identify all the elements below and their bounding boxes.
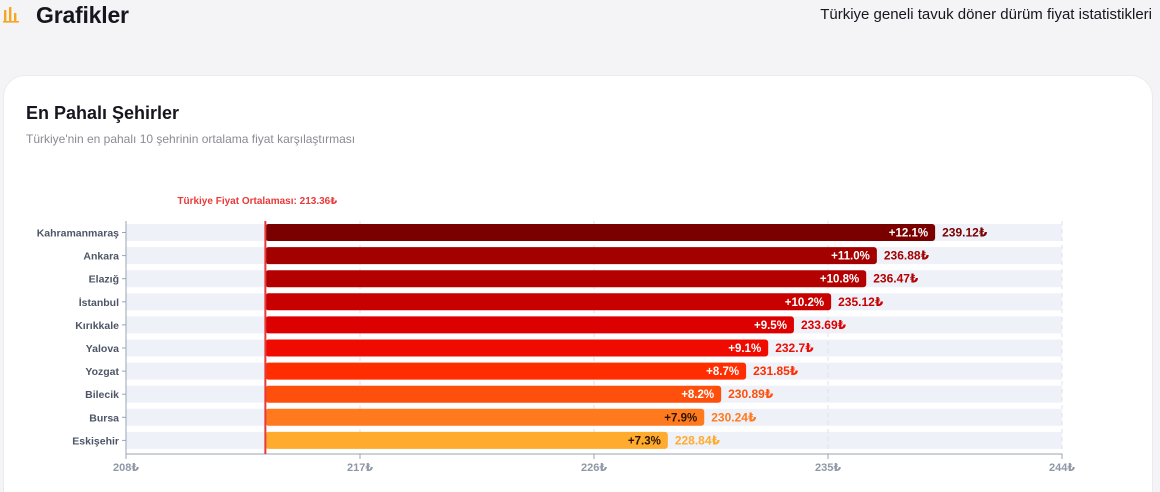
bar xyxy=(265,431,668,449)
bar-diff-label: +7.9% xyxy=(664,412,697,424)
bar-value-label: 230.24₺ xyxy=(711,410,757,424)
bar-value-label: 236.47₺ xyxy=(873,272,919,286)
y-tick-label: Yozgat xyxy=(85,366,119,378)
bar-value-label: 231.85₺ xyxy=(753,364,799,378)
bar-value-label: 239.12₺ xyxy=(942,226,988,240)
card-title: En Pahalı Şehirler xyxy=(26,103,180,123)
chart-card: En Pahalı Şehirler Türkiye'nin en pahalı… xyxy=(3,75,1153,492)
bar-value-label: 230.89₺ xyxy=(728,387,774,401)
y-tick-label: İstanbul xyxy=(79,296,119,309)
y-tick-label: Yalova xyxy=(86,343,119,355)
bar-chart-icon xyxy=(3,7,19,23)
bar xyxy=(265,270,867,288)
y-tick-label: Eskişehir xyxy=(72,435,119,447)
bar xyxy=(265,339,769,357)
x-tick-label: 208₺ xyxy=(113,462,139,474)
top-bar: Grafikler Türkiye geneli tavuk döner dür… xyxy=(0,0,1160,40)
bar xyxy=(265,408,705,426)
bar-diff-label: +10.2% xyxy=(785,297,824,309)
bar-diff-label: +9.1% xyxy=(728,343,761,355)
y-tick-label: Bursa xyxy=(89,412,119,424)
bar-diff-label: +9.5% xyxy=(754,320,787,332)
bar-diff-label: +11.0% xyxy=(831,251,870,263)
bar xyxy=(265,385,722,403)
y-tick-label: Ankara xyxy=(83,251,119,263)
bar-diff-label: +10.8% xyxy=(820,274,859,286)
bar xyxy=(265,293,832,311)
bar-diff-label: +12.1% xyxy=(889,228,928,240)
bar xyxy=(265,224,936,241)
y-tick-label: Kahramanmaraş xyxy=(37,228,119,240)
bar-value-label: 233.69₺ xyxy=(801,318,847,332)
y-tick-label: Elazığ xyxy=(89,274,119,286)
expensive-cities-chart: 208₺ 217₺ 226₺ 235₺ 244₺ Kahramanmaraş +12.1% 2… xyxy=(37,196,1076,474)
bar-diff-label: +7.3% xyxy=(628,435,661,447)
x-tick-label: 244₺ xyxy=(1049,462,1075,474)
bar-value-label: 236.88₺ xyxy=(884,249,930,263)
y-tick-label: Kırıkkale xyxy=(75,320,119,332)
bar-diff-label: +8.7% xyxy=(706,366,739,378)
page-title: Grafikler xyxy=(36,2,129,28)
page-tagline: Türkiye geneli tavuk döner dürüm fiyat i… xyxy=(820,6,1152,23)
bar-value-label: 232.7₺ xyxy=(775,341,814,355)
x-tick-label: 217₺ xyxy=(347,462,373,474)
card-subtitle: Türkiye'nin en pahalı 10 şehrinin ortala… xyxy=(26,132,356,146)
bar xyxy=(265,247,877,265)
bar-value-label: 235.12₺ xyxy=(838,295,884,309)
y-tick-label: Bilecik xyxy=(85,389,119,401)
x-tick-label: 235₺ xyxy=(815,462,841,474)
bar-value-label: 228.84₺ xyxy=(675,433,721,447)
bar xyxy=(265,362,747,380)
bar-diff-label: +8.2% xyxy=(681,389,714,401)
bar xyxy=(265,316,794,334)
average-reference-label: Türkiye Fiyat Ortalaması: 213.36₺ xyxy=(177,196,337,207)
x-tick-label: 226₺ xyxy=(581,462,607,474)
